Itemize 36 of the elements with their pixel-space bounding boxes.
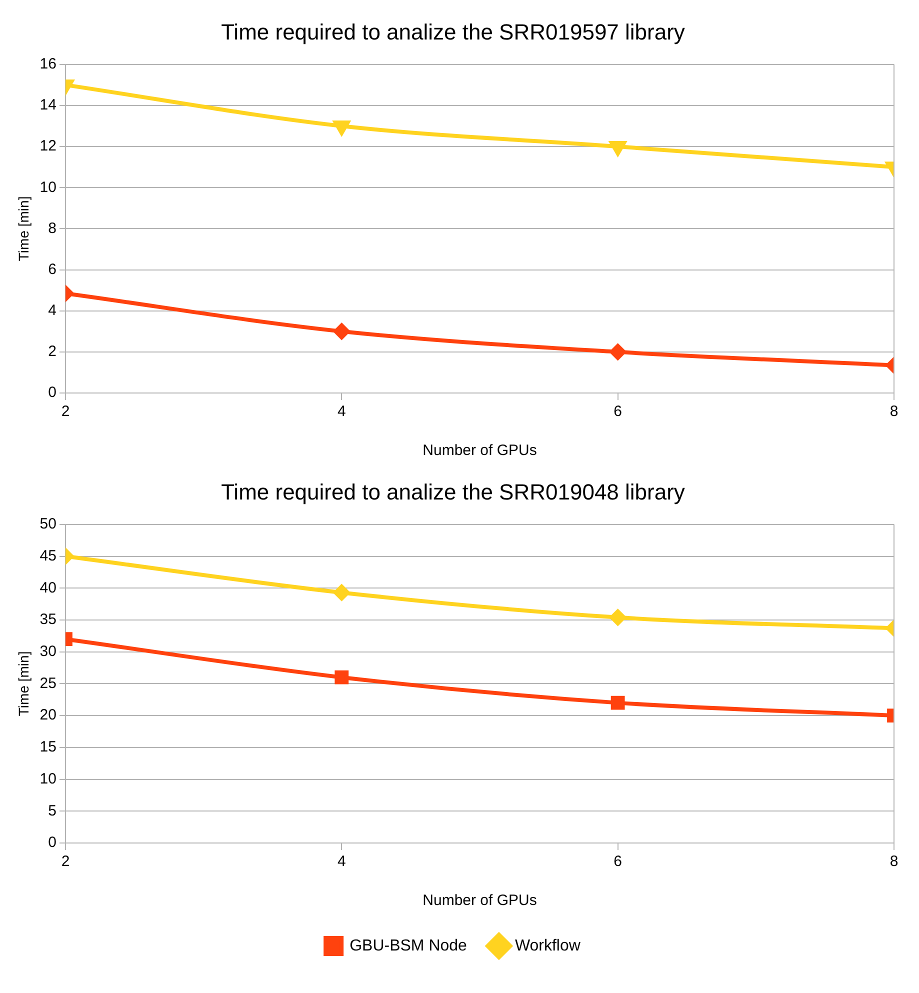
y-tick-label: 10 [40, 770, 56, 788]
x-tick-label: 2 [61, 403, 70, 420]
y-tick-label: 15 [40, 738, 56, 756]
x-tick-label: 2 [61, 853, 70, 870]
y-tick-label: 0 [48, 384, 56, 402]
y-tick-label: 14 [40, 96, 56, 114]
x-axis-title: Number of GPUs [422, 442, 537, 460]
x-tick-label: 8 [890, 403, 898, 420]
y-tick-label: 10 [40, 178, 56, 196]
y-tick-label: 25 [40, 674, 56, 692]
x-tick-label: 6 [614, 853, 622, 870]
y-tick-label: 2 [48, 343, 56, 360]
y-tick-label: 8 [48, 220, 56, 237]
y-tick-label: 35 [40, 611, 56, 628]
y-tick-label: 20 [40, 706, 56, 724]
x-tick-label: 8 [890, 853, 898, 870]
y-tick-label: 12 [40, 138, 56, 155]
y-tick-label: 40 [40, 579, 56, 596]
x-axis-title: Number of GPUs [422, 892, 537, 910]
y-tick-label: 5 [48, 802, 56, 820]
y-tick-label: 0 [48, 834, 56, 852]
y-tick-label: 45 [40, 547, 56, 564]
x-tick-label: 6 [614, 403, 622, 420]
chart-title: Time required to analize the SRR019597 library [221, 19, 685, 44]
y-tick-label: 30 [40, 642, 56, 660]
legend-label: Workflow [514, 937, 581, 954]
y-tick-label: 4 [48, 302, 56, 319]
y-axis-title: Time [min] [15, 196, 32, 262]
x-tick-label: 4 [337, 403, 346, 420]
chart-title: Time required to analize the SRR019048 library [221, 479, 685, 504]
y-tick-label: 50 [40, 516, 56, 533]
legend-label: GBU-BSM Node [350, 937, 468, 954]
y-tick-label: 6 [48, 260, 56, 278]
y-tick-label: 16 [40, 56, 56, 73]
x-tick-label: 4 [337, 853, 346, 870]
y-axis-title: Time [min] [15, 651, 32, 716]
